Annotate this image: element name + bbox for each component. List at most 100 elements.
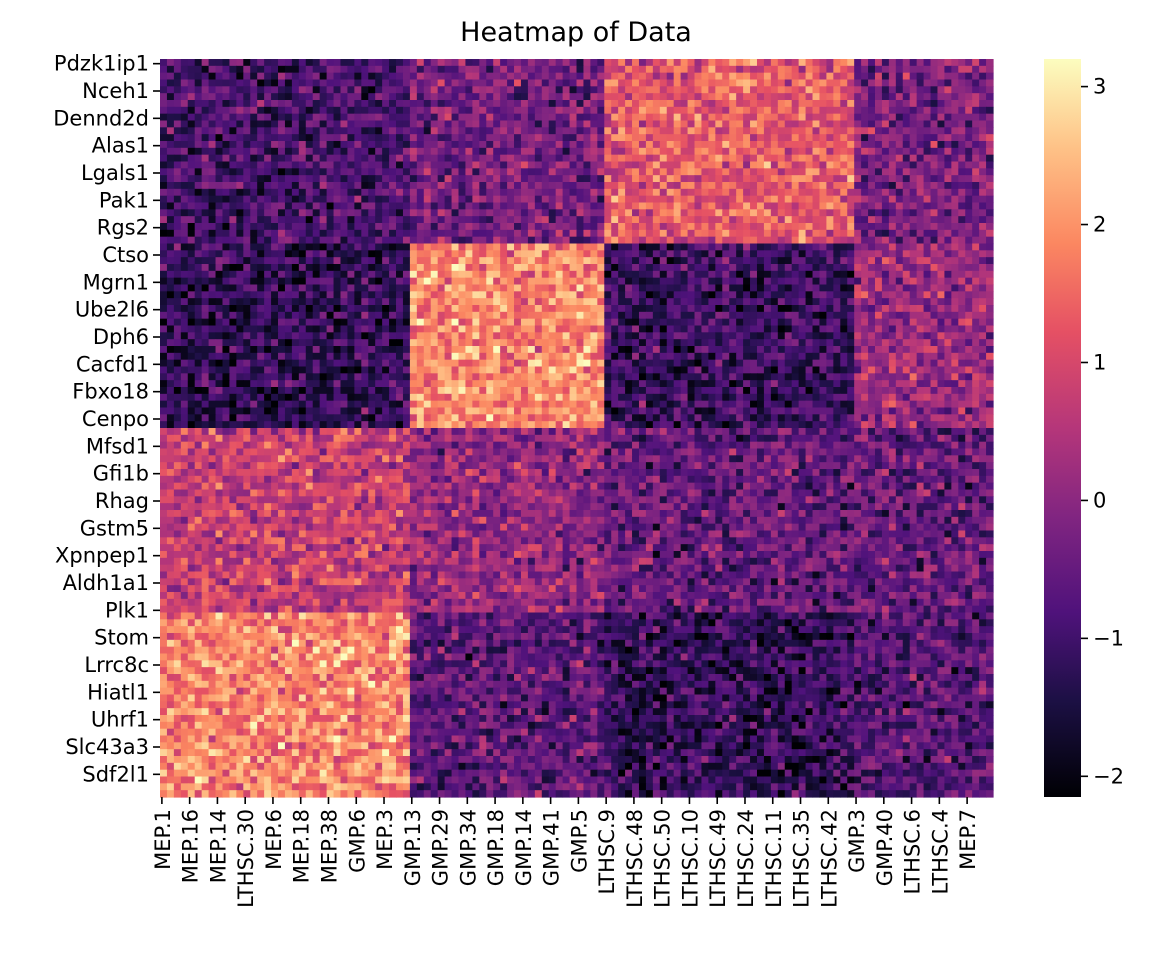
heatmap-cell — [493, 264, 501, 272]
heatmap-cell — [264, 127, 272, 135]
heatmap-cell — [409, 182, 418, 190]
heatmap-cell — [743, 236, 751, 245]
heatmap-cell — [298, 291, 307, 299]
heatmap-cell — [979, 257, 987, 265]
heatmap-cell — [201, 93, 210, 101]
heatmap-cell — [965, 277, 973, 286]
heatmap-cell — [805, 291, 814, 299]
heatmap-cell — [416, 168, 425, 176]
heatmap-cell — [756, 161, 765, 169]
heatmap-cell — [250, 339, 258, 347]
heatmap-cell — [638, 277, 647, 286]
heatmap-cell — [986, 65, 994, 74]
heatmap-cell — [763, 113, 772, 122]
heatmap-cell — [736, 93, 744, 101]
heatmap-cell — [243, 257, 251, 265]
heatmap-cell — [965, 195, 973, 204]
heatmap-cell — [743, 332, 751, 340]
heatmap-cell — [243, 202, 251, 210]
heatmap-cell — [930, 113, 939, 122]
heatmap-cell — [972, 93, 980, 101]
heatmap-cell — [382, 141, 390, 149]
heatmap-cell — [472, 202, 480, 210]
heatmap-cell — [486, 332, 494, 340]
heatmap-cell — [569, 147, 578, 156]
heatmap-cell — [583, 243, 591, 251]
heatmap-cell — [604, 305, 612, 313]
heatmap-cell — [160, 59, 168, 67]
heatmap-cell — [500, 318, 508, 327]
heatmap-cell — [812, 182, 821, 190]
heatmap-cell — [305, 209, 314, 217]
heatmap-cell — [236, 65, 244, 74]
heatmap-cell — [833, 120, 841, 128]
heatmap-cell — [201, 195, 210, 204]
heatmap-cell — [902, 134, 911, 142]
heatmap-cell — [937, 223, 946, 231]
heatmap-cell — [632, 188, 640, 197]
heatmap-cell — [368, 243, 376, 251]
heatmap-cell — [444, 65, 453, 74]
heatmap-cell — [451, 216, 460, 224]
heatmap-cell — [861, 188, 869, 197]
heatmap-cell — [194, 72, 203, 81]
heatmap-cell — [375, 270, 383, 279]
heatmap-cell — [916, 223, 925, 231]
heatmap-cell — [937, 72, 946, 81]
heatmap-cell — [680, 175, 689, 183]
heatmap-cell — [659, 305, 668, 313]
heatmap-cell — [562, 298, 571, 306]
heatmap-cell — [756, 257, 765, 265]
heatmap-cell — [243, 305, 251, 313]
heatmap-cell — [625, 161, 633, 169]
heatmap-cell — [736, 257, 744, 265]
heatmap-cell — [826, 291, 834, 299]
heatmap-cell — [687, 72, 696, 81]
heatmap-cell — [305, 325, 314, 333]
heatmap-cell — [479, 332, 487, 340]
heatmap-cell — [888, 257, 897, 265]
heatmap-cell — [770, 59, 779, 67]
heatmap-cell — [611, 134, 619, 142]
heatmap-cell — [548, 325, 557, 333]
heatmap-cell — [215, 127, 224, 135]
heatmap-cell — [777, 113, 786, 122]
heatmap-cell — [472, 325, 480, 333]
heatmap-cell — [257, 318, 265, 327]
heatmap-cell — [555, 79, 564, 87]
heatmap-cell — [416, 93, 425, 101]
heatmap-cell — [819, 79, 827, 87]
heatmap-cell — [944, 223, 952, 231]
heatmap-cell — [326, 134, 335, 142]
heatmap-cell — [479, 161, 487, 169]
heatmap-cell — [638, 154, 647, 163]
heatmap-cell — [729, 93, 737, 101]
heatmap-cell — [527, 127, 536, 135]
heatmap-cell — [298, 106, 307, 115]
heatmap-cell — [756, 175, 765, 183]
heatmap-cell — [951, 127, 959, 135]
heatmap-cell — [798, 284, 807, 292]
heatmap-cell — [423, 250, 432, 258]
heatmap-cell — [923, 72, 932, 81]
heatmap-cell — [923, 223, 932, 231]
heatmap-cell — [694, 182, 703, 190]
heatmap-cell — [229, 120, 237, 128]
heatmap-cell — [916, 113, 925, 122]
heatmap-cell — [909, 188, 918, 197]
heatmap-cell — [895, 182, 904, 190]
heatmap-cell — [278, 339, 286, 347]
heatmap-cell — [250, 270, 258, 279]
heatmap-cell — [333, 318, 342, 327]
heatmap-cell — [736, 332, 744, 340]
heatmap-cell — [257, 182, 265, 190]
heatmap-cell — [486, 141, 494, 149]
heatmap-cell — [652, 216, 661, 224]
heatmap-cell — [500, 298, 508, 306]
heatmap-cell — [208, 243, 217, 251]
heatmap-cell — [972, 72, 980, 81]
heatmap-cell — [847, 86, 855, 94]
heatmap-cell — [347, 229, 355, 238]
heatmap-cell — [430, 120, 439, 128]
heatmap-cell — [625, 188, 633, 197]
